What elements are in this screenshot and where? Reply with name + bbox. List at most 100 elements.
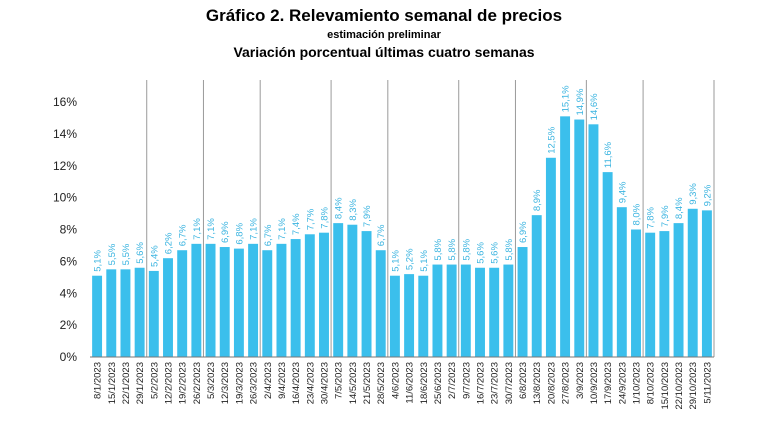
x-tick-label: 11/6/2023 bbox=[405, 362, 416, 404]
x-tick-label: 14/5/2023 bbox=[348, 362, 359, 404]
x-tick-label: 1/10/2023 bbox=[632, 362, 643, 404]
data-label: 7,1% bbox=[206, 218, 217, 240]
data-label: 5,6% bbox=[135, 242, 146, 264]
bar bbox=[545, 157, 556, 357]
x-tick-label: 6/8/2023 bbox=[518, 362, 529, 399]
data-label: 7,9% bbox=[660, 205, 671, 227]
bar bbox=[134, 267, 145, 357]
bar bbox=[701, 210, 712, 357]
data-label: 5,6% bbox=[476, 242, 487, 264]
bar bbox=[588, 124, 599, 357]
y-tick-label: 4% bbox=[60, 286, 78, 300]
chart-subtitle: estimación preliminar bbox=[327, 29, 441, 41]
chart-subtitle-2: Variación porcentual últimas cuatro sema… bbox=[233, 44, 535, 60]
x-tick-label: 19/2/2023 bbox=[178, 362, 189, 404]
data-label: 5,5% bbox=[107, 243, 118, 265]
data-label: 6,9% bbox=[220, 221, 231, 243]
data-label: 6,9% bbox=[518, 221, 529, 243]
bar bbox=[631, 229, 641, 357]
bar bbox=[489, 267, 500, 357]
bar bbox=[687, 208, 698, 357]
x-tick-label: 29/10/2023 bbox=[688, 362, 699, 410]
data-label: 8,3% bbox=[348, 199, 359, 221]
x-tick-label: 2/7/2023 bbox=[447, 362, 458, 399]
x-tick-label: 12/2/2023 bbox=[164, 362, 175, 404]
x-tick-label: 28/5/2023 bbox=[376, 362, 387, 404]
y-tick-label: 14% bbox=[53, 127, 77, 141]
bar bbox=[560, 116, 571, 357]
x-tick-label: 5/11/2023 bbox=[702, 362, 713, 404]
data-label: 14,9% bbox=[575, 88, 586, 115]
x-tick-label: 16/4/2023 bbox=[291, 362, 302, 404]
x-tick-label: 15/1/2023 bbox=[107, 362, 118, 404]
bar bbox=[219, 247, 230, 357]
bar bbox=[347, 224, 358, 357]
y-tick-label: 2% bbox=[60, 318, 78, 332]
x-tick-label: 7/5/2023 bbox=[334, 362, 345, 399]
bar bbox=[446, 264, 457, 357]
data-label: 14,6% bbox=[589, 93, 600, 120]
x-tick-label: 26/3/2023 bbox=[249, 362, 260, 404]
x-tick-label: 27/8/2023 bbox=[561, 362, 572, 404]
bar bbox=[673, 223, 684, 357]
bar bbox=[531, 215, 542, 357]
bar bbox=[290, 239, 301, 357]
bar bbox=[120, 269, 131, 357]
x-tick-label: 8/1/2023 bbox=[93, 362, 104, 399]
x-tick-label: 20/8/2023 bbox=[546, 362, 557, 404]
x-tick-label: 26/2/2023 bbox=[192, 362, 203, 404]
data-label: 5,1% bbox=[419, 250, 430, 272]
bar bbox=[460, 264, 471, 357]
x-tick-label: 18/6/2023 bbox=[419, 362, 430, 404]
bar bbox=[276, 243, 287, 357]
x-tick-label: 5/2/2023 bbox=[149, 362, 160, 399]
bar bbox=[418, 275, 429, 357]
data-label: 7,8% bbox=[646, 206, 657, 228]
x-tick-label: 15/10/2023 bbox=[660, 362, 671, 410]
data-label: 7,1% bbox=[277, 218, 288, 240]
x-tick-label: 13/8/2023 bbox=[532, 362, 543, 404]
x-tick-label: 22/1/2023 bbox=[121, 362, 132, 404]
data-label: 8,4% bbox=[674, 197, 685, 219]
data-label: 8,0% bbox=[632, 203, 643, 225]
bar bbox=[177, 250, 188, 357]
bar bbox=[262, 250, 273, 357]
data-label: 11,6% bbox=[603, 141, 614, 168]
x-tick-label: 30/4/2023 bbox=[320, 362, 331, 404]
x-tick-label: 25/6/2023 bbox=[433, 362, 444, 404]
x-tick-label: 9/4/2023 bbox=[277, 362, 288, 399]
bar bbox=[404, 274, 415, 357]
x-tick-label: 12/3/2023 bbox=[220, 362, 231, 404]
data-label: 5,1% bbox=[390, 250, 401, 272]
bar bbox=[163, 258, 173, 357]
bar bbox=[106, 269, 117, 357]
x-tick-label: 2/4/2023 bbox=[263, 362, 274, 399]
y-tick-label: 6% bbox=[60, 254, 78, 268]
bar bbox=[248, 243, 259, 357]
x-tick-label: 23/4/2023 bbox=[305, 362, 316, 404]
x-tick-label: 4/6/2023 bbox=[390, 362, 401, 399]
bar bbox=[645, 232, 656, 357]
x-tick-label: 9/7/2023 bbox=[461, 362, 472, 399]
data-label: 5,8% bbox=[504, 238, 515, 260]
bar bbox=[659, 231, 670, 357]
data-label: 7,1% bbox=[192, 218, 203, 240]
data-label: 15,1% bbox=[561, 85, 572, 112]
chart-header: Gráfico 2. Relevamiento semanal de preci… bbox=[0, 6, 768, 61]
bar bbox=[333, 223, 344, 357]
data-label: 12,5% bbox=[546, 126, 557, 153]
x-tick-label: 16/7/2023 bbox=[476, 362, 487, 404]
x-tick-label: 8/10/2023 bbox=[646, 362, 657, 404]
data-label: 6,7% bbox=[178, 224, 189, 246]
x-tick-label: 10/9/2023 bbox=[589, 362, 600, 404]
data-label: 6,8% bbox=[234, 222, 245, 244]
bar bbox=[304, 234, 315, 357]
data-label: 7,1% bbox=[249, 218, 260, 240]
x-tick-label: 3/9/2023 bbox=[575, 362, 586, 399]
bar bbox=[148, 270, 159, 357]
y-tick-label: 8% bbox=[60, 223, 78, 237]
data-label: 6,2% bbox=[164, 232, 175, 254]
x-tick-label: 5/3/2023 bbox=[206, 362, 217, 399]
x-tick-label: 21/5/2023 bbox=[362, 362, 373, 404]
